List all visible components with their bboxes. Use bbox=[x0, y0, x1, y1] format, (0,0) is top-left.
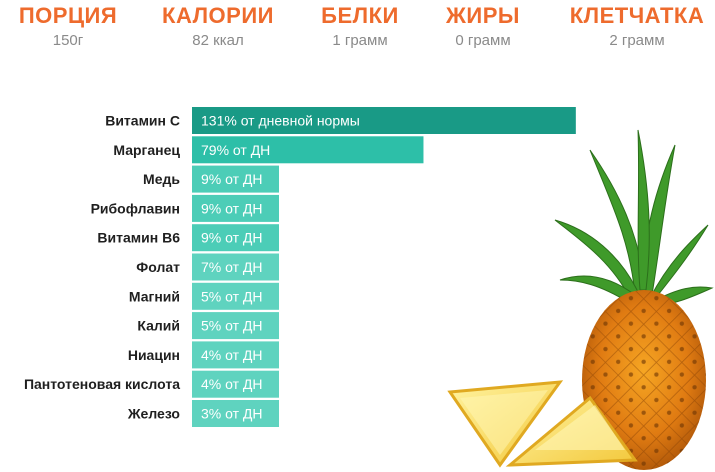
value-label: 131% от дневной нормы bbox=[201, 113, 360, 129]
stat-value: 2 грамм bbox=[609, 32, 665, 49]
bar-7 bbox=[192, 312, 279, 340]
bar-4 bbox=[192, 224, 279, 252]
value-label: 3% от ДН bbox=[201, 406, 263, 422]
value-label: 79% от ДН bbox=[201, 142, 270, 158]
nutrition-header: ПОРЦИЯ 150г КАЛОРИИ 82 ккал БЕЛКИ 1 грам… bbox=[0, 0, 715, 60]
stat-title: КАЛОРИИ bbox=[162, 3, 274, 28]
stat-title: ПОРЦИЯ bbox=[18, 3, 118, 28]
nutrient-bar-chart: Витамин С 131% от дневной нормы Марганец 79… bbox=[24, 107, 576, 427]
value-label: 7% от ДН bbox=[201, 259, 263, 275]
stat-title: БЕЛКИ bbox=[321, 3, 399, 28]
bar-5 bbox=[192, 253, 279, 281]
category-label: Медь bbox=[143, 171, 180, 187]
category-label: Витамин С bbox=[105, 113, 180, 129]
stat-protein: БЕЛКИ 1 грамм bbox=[285, 0, 435, 52]
stat-value: 1 грамм bbox=[332, 32, 388, 49]
pineapple-icon bbox=[447, 129, 714, 470]
value-label: 9% от ДН bbox=[201, 200, 263, 216]
category-label: Витамин В6 bbox=[97, 230, 180, 246]
stat-title: ЖИРЫ bbox=[446, 3, 520, 28]
category-label: Железо bbox=[127, 406, 180, 422]
bar-8 bbox=[192, 341, 279, 369]
category-label: Фолат bbox=[136, 259, 180, 275]
stat-value: 82 ккал bbox=[192, 32, 244, 49]
bar-10 bbox=[192, 400, 279, 427]
category-label: Ниацин bbox=[128, 347, 180, 363]
category-label: Пантотеновая кислота bbox=[24, 376, 180, 392]
bar-2 bbox=[192, 165, 279, 193]
stat-value: 0 грамм bbox=[455, 32, 511, 49]
stat-title: КЛЕТЧАТКА bbox=[569, 3, 705, 28]
value-label: 4% от ДН bbox=[201, 347, 263, 363]
value-label: 4% от ДН bbox=[201, 376, 263, 392]
category-label: Калий bbox=[137, 318, 180, 334]
stat-portion: ПОРЦИЯ 150г bbox=[0, 0, 143, 52]
stat-fiber: КЛЕТЧАТКА 2 грамм bbox=[562, 0, 712, 52]
bar-6 bbox=[192, 282, 279, 310]
stat-fat: ЖИРЫ 0 грамм bbox=[408, 0, 558, 52]
stat-calories: КАЛОРИИ 82 ккал bbox=[143, 0, 293, 52]
category-label: Марганец bbox=[113, 142, 180, 158]
category-label: Магний bbox=[129, 288, 180, 304]
value-label: 5% от ДН bbox=[201, 288, 263, 304]
bar-1 bbox=[192, 136, 424, 164]
bar-0 bbox=[192, 107, 576, 134]
stat-value: 150г bbox=[52, 32, 84, 49]
category-label: Рибофлавин bbox=[91, 200, 180, 216]
bar-9 bbox=[192, 370, 279, 398]
bar-3 bbox=[192, 194, 279, 222]
value-label: 9% от ДН bbox=[201, 171, 263, 187]
value-label: 5% от ДН bbox=[201, 318, 263, 334]
value-label: 9% от ДН bbox=[201, 230, 263, 246]
